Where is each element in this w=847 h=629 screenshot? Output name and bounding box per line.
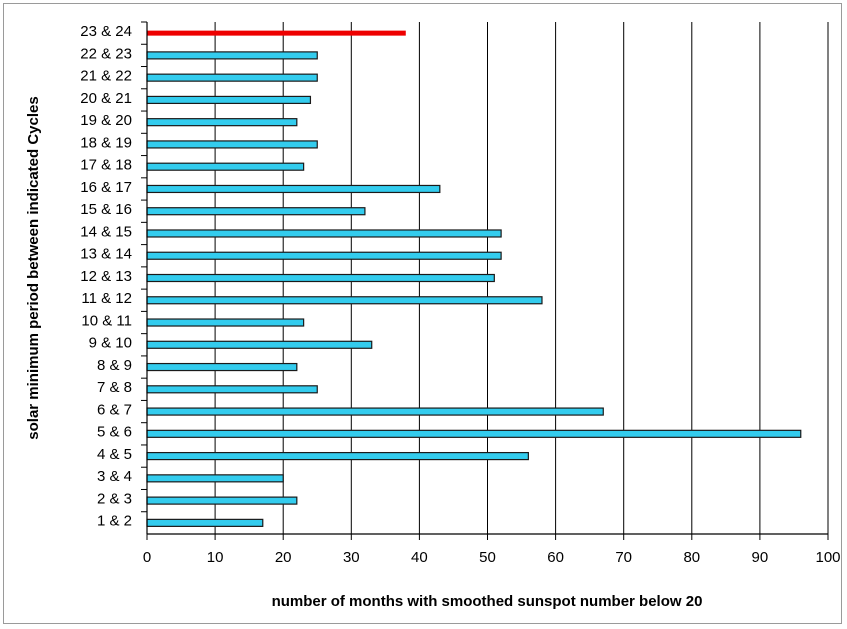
y-tick-label: 4 & 5 [97,446,132,463]
y-tick-label: 13 & 14 [80,246,132,263]
x-tick-label: 20 [275,549,292,566]
y-tick-label: 14 & 15 [80,223,132,240]
bar [146,229,502,238]
y-tick-label: 22 & 23 [80,45,132,62]
y-tick-label: 23 & 24 [80,23,132,40]
bar [146,162,305,171]
bar [146,118,298,127]
x-tick-label: 90 [752,549,769,566]
y-tick-label: 12 & 13 [80,268,132,285]
x-tick-label: 80 [683,549,700,566]
label-layer: 0 10 20 30 40 50 60 70 80 90 100 1 & 2 2 & 3 3 & 4 4 &… [80,23,840,566]
bar [146,184,441,194]
bar [146,296,543,305]
y-tick-label: 17 & 18 [80,157,132,174]
bar [146,496,298,505]
chart-frame [3,3,842,624]
bar [146,73,318,82]
bar [146,474,284,483]
y-tick-label: 21 & 22 [80,68,132,85]
x-tick-label: 40 [411,549,428,566]
y-tick-label: 18 & 19 [80,134,132,151]
bar [146,140,318,149]
x-tick-label: 0 [143,549,151,566]
y-tick-label: 20 & 21 [80,90,132,107]
y-tick-label: 2 & 3 [97,490,132,507]
x-axis-title: number of months with smoothed sunspot n… [272,593,703,610]
bar [146,407,604,416]
bar [146,95,312,105]
bar [146,318,305,327]
y-tick-label: 9 & 10 [89,335,132,352]
y-axis-title: solar minimum period between indicated C… [25,96,42,439]
bar [146,273,495,283]
bar [146,429,802,438]
grid-layer [214,22,829,534]
bar [146,385,318,394]
y-tick-label: 3 & 4 [97,468,132,485]
bar [146,362,298,372]
y-tick-label: 5 & 6 [97,424,132,441]
bar [146,251,502,260]
y-tick-label: 8 & 9 [97,357,132,374]
bar [146,51,318,60]
x-tick-label: 60 [547,549,564,566]
bar [146,340,373,349]
x-tick-label: 100 [815,549,840,566]
y-tick-label: 10 & 11 [81,312,132,329]
bar-layer [146,30,802,527]
bar [147,30,406,36]
y-tick-label: 15 & 16 [80,201,132,218]
y-tick-label: 1 & 2 [97,513,132,530]
y-tick-label: 19 & 20 [80,112,132,129]
x-tick-label: 50 [479,549,496,566]
x-tick-label: 30 [343,549,360,566]
bar [146,518,264,527]
y-tick-label: 16 & 17 [80,179,132,196]
bar [146,207,366,216]
x-tick-label: 70 [615,549,632,566]
bar [146,451,529,461]
axis-layer [141,21,829,540]
y-tick-label: 7 & 8 [97,379,132,396]
x-tick-label: 10 [207,549,224,566]
y-tick-label: 6 & 7 [97,401,132,418]
y-tick-label: 11 & 12 [81,290,132,307]
